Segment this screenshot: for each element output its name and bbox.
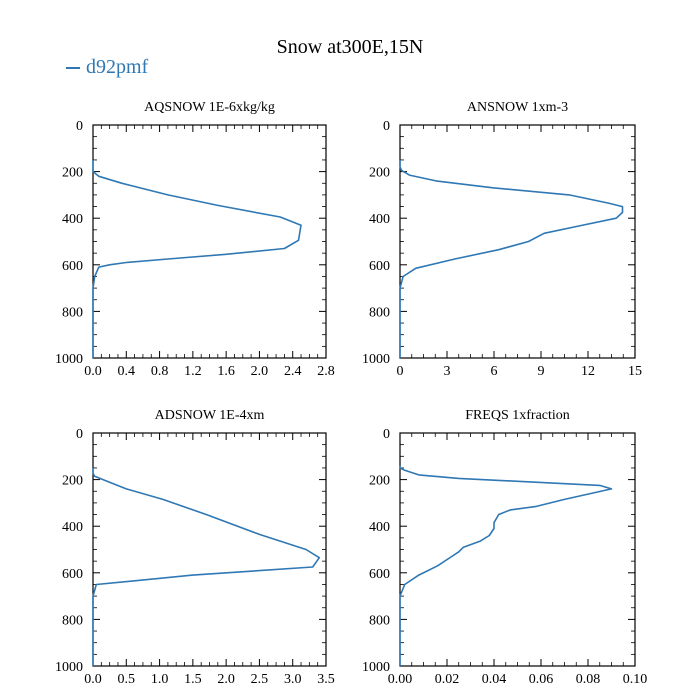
- y-tick-label: 600: [369, 259, 390, 274]
- y-tick-label: 200: [369, 474, 390, 489]
- x-tick-label: 2.8: [317, 364, 335, 379]
- x-tick-label: 12: [581, 364, 595, 379]
- legend-label: d92pmf: [86, 56, 149, 78]
- y-tick-label: 0: [76, 119, 83, 134]
- series-line-d92pmf: [399, 465, 613, 666]
- series-line-d92pmf: [92, 159, 302, 358]
- x-tick-label: 0.10: [623, 672, 648, 687]
- x-tick-label: 0.08: [576, 672, 601, 687]
- x-tick-label: 2.4: [284, 364, 302, 379]
- x-tick-label: 0: [397, 364, 404, 379]
- y-tick-label: 1000: [55, 660, 83, 675]
- x-tick-label: 3.0: [284, 672, 302, 687]
- series-line-d92pmf: [399, 159, 624, 358]
- x-tick-label: 1.0: [151, 672, 169, 687]
- panel-title: ADSNOW 1E-4xm: [155, 408, 265, 423]
- x-tick-label: 0.8: [151, 364, 169, 379]
- panel-3: ADSNOW 1E-4xm 0.0 0.5 1.0 1.5 2.0 2.5 3.0 3.5 0 20…: [55, 408, 335, 687]
- x-tick-label: 0.02: [435, 672, 460, 687]
- y-tick-label: 600: [369, 567, 390, 582]
- x-tick-label: 0.5: [118, 672, 136, 687]
- plot-frame: [399, 432, 636, 667]
- y-tick-label: 800: [62, 613, 83, 628]
- panel-title: AQSNOW 1E-6xkg/kg: [144, 100, 275, 115]
- x-tick-label: 2.5: [251, 672, 269, 687]
- y-tick-label: 600: [62, 259, 83, 274]
- plot-frame: [92, 124, 327, 359]
- legend: d92pmf: [66, 56, 148, 79]
- plot-frame: [92, 432, 327, 667]
- y-tick-label: 1000: [362, 352, 390, 367]
- y-tick-label: 400: [62, 212, 83, 227]
- x-tick-label: 3.5: [317, 672, 335, 687]
- x-tick-label: 1.5: [184, 672, 202, 687]
- x-tick-label: 15: [628, 364, 642, 379]
- x-tick-label: 1.2: [184, 364, 202, 379]
- x-tick-label: 0.4: [118, 364, 136, 379]
- x-tick-label: 6: [491, 364, 498, 379]
- panel-1: AQSNOW 1E-6xkg/kg 0.0 0.4 0.8 1.2 1.6 2.0 2.4 2.…: [55, 100, 335, 379]
- x-tick-label: 2.0: [251, 364, 269, 379]
- x-tick-label: 0.0: [84, 672, 102, 687]
- y-tick-label: 400: [369, 212, 390, 227]
- y-tick-label: 800: [62, 305, 83, 320]
- plot-frame: [399, 124, 636, 359]
- y-tick-label: 0: [383, 427, 390, 442]
- y-tick-label: 0: [76, 427, 83, 442]
- y-tick-label: 200: [62, 474, 83, 489]
- x-tick-label: 0.00: [388, 672, 413, 687]
- y-tick-label: 800: [369, 305, 390, 320]
- x-tick-label: 0.06: [529, 672, 554, 687]
- x-tick-label: 0.0: [84, 364, 102, 379]
- series-line-d92pmf: [92, 467, 321, 666]
- x-tick-label: 3: [444, 364, 451, 379]
- x-tick-label: 9: [538, 364, 545, 379]
- panel-4: FREQS 1xfraction 0.00 0.02 0.04 0.06 0.08 0.10…: [362, 408, 647, 687]
- y-tick-label: 600: [62, 567, 83, 582]
- y-tick-label: 0: [383, 119, 390, 134]
- y-tick-label: 1000: [55, 352, 83, 367]
- x-tick-label: 1.6: [217, 364, 235, 379]
- x-tick-label: 2.0: [217, 672, 235, 687]
- y-tick-label: 200: [369, 166, 390, 181]
- y-tick-label: 400: [369, 520, 390, 535]
- y-tick-label: 1000: [362, 660, 390, 675]
- panel-title: FREQS 1xfraction: [465, 408, 570, 423]
- y-tick-label: 400: [62, 520, 83, 535]
- panel-2: ANSNOW 1xm-3 0 3 6 9 12 15 0 200 400 600 800 1000: [362, 100, 642, 379]
- figure-title: Snow at300E,15N: [276, 36, 424, 58]
- legend-line-swatch: [66, 67, 80, 70]
- y-tick-label: 200: [62, 166, 83, 181]
- panel-title: ANSNOW 1xm-3: [467, 100, 568, 115]
- x-tick-label: 0.04: [482, 672, 507, 687]
- y-tick-label: 800: [369, 613, 390, 628]
